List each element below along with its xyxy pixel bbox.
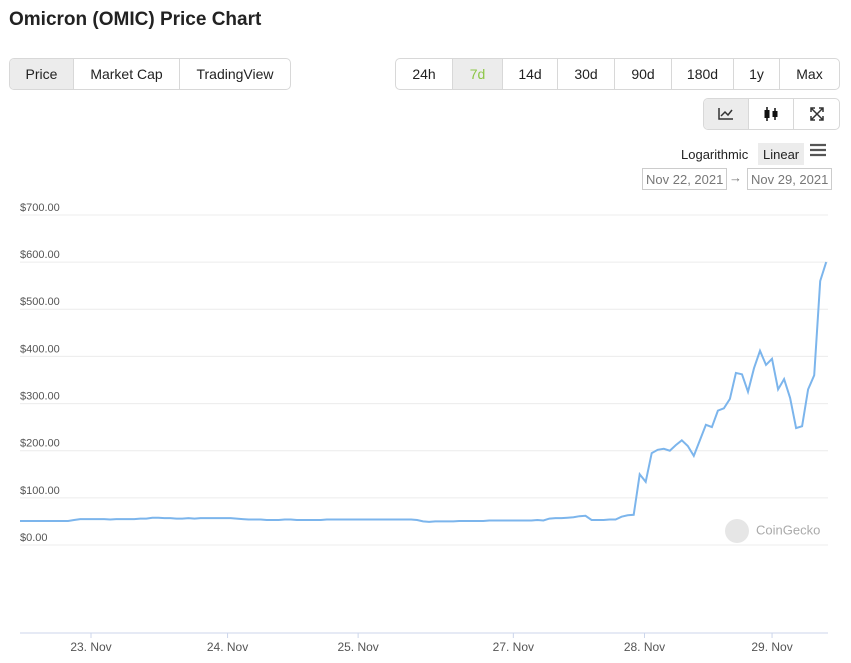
tab[interactable]: Market Cap <box>74 59 180 89</box>
menu-icon[interactable] <box>809 143 827 159</box>
candle-icon <box>764 107 778 121</box>
range[interactable]: 30d <box>558 59 615 89</box>
y-tick-label: $500.00 <box>20 296 60 308</box>
line-chart-button[interactable] <box>704 99 749 129</box>
tab[interactable]: Price <box>10 59 74 89</box>
fullscreen-button[interactable] <box>794 99 839 129</box>
page-title: Omicron (OMIC) Price Chart <box>9 9 262 30</box>
range[interactable]: Max <box>796 66 823 82</box>
y-tick-label: $700.00 <box>20 202 60 214</box>
price-line <box>20 261 828 523</box>
candle-chart-button[interactable] <box>749 99 794 129</box>
range[interactable]: 1y <box>734 59 780 89</box>
date-to[interactable]: Nov 29, 2021 <box>747 168 833 190</box>
scale-option[interactable]: Logarithmic <box>681 146 749 162</box>
range-tabs: 24h 7d 14d 30d 90d 180d 1y Max <box>395 58 840 90</box>
x-tick-label: 24. Nov <box>207 640 248 654</box>
watermark: CoinGecko <box>756 522 820 537</box>
y-tick-label: $100.00 <box>20 485 60 497</box>
range[interactable]: 7d <box>453 59 503 89</box>
view-tabs: Price Market Cap TradingView <box>9 58 291 90</box>
y-tick-label: $400.00 <box>20 343 60 355</box>
y-tick-label: $200.00 <box>20 438 60 450</box>
x-tick-label: 25. Nov <box>337 640 378 654</box>
watermark-logo <box>725 519 749 543</box>
x-tick-label: 28. Nov <box>624 640 665 654</box>
tab[interactable]: TradingView <box>196 66 274 82</box>
range[interactable]: 180d <box>672 59 734 89</box>
x-tick-label: 27. Nov <box>493 640 534 654</box>
scale-option[interactable]: Linear <box>758 143 805 165</box>
range[interactable]: 14d <box>503 59 558 89</box>
chart-type-buttons <box>703 98 840 130</box>
y-tick-label: $600.00 <box>20 249 60 261</box>
range[interactable]: 24h <box>396 59 453 89</box>
line-icon <box>718 108 733 120</box>
y-tick-label: $300.00 <box>20 390 60 402</box>
y-tick-label: $0.00 <box>20 532 48 544</box>
range[interactable]: 90d <box>615 59 672 89</box>
x-tick-label: 23. Nov <box>70 640 111 654</box>
expand-icon <box>809 107 824 121</box>
date-arrow: → <box>729 170 742 185</box>
date-from[interactable]: Nov 22, 2021 <box>642 168 728 190</box>
x-tick-label: 29. Nov <box>751 640 792 654</box>
